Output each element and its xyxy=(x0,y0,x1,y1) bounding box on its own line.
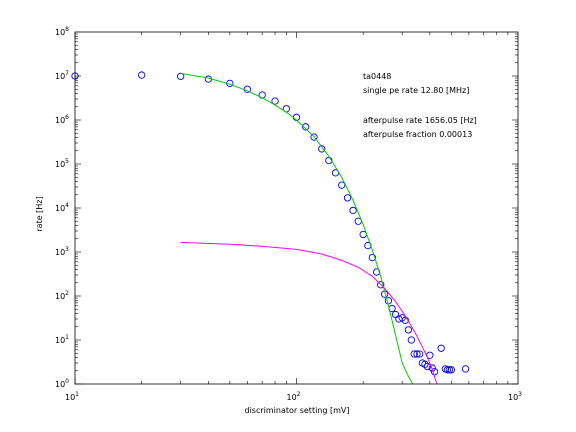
data-point xyxy=(413,350,421,358)
x-tick-label: 102 xyxy=(286,391,300,402)
y-tick-label: 103 xyxy=(55,246,69,257)
single-pe-fit-curve xyxy=(180,72,414,384)
data-point xyxy=(443,366,452,374)
data-point xyxy=(430,368,439,376)
y-tick-label: 104 xyxy=(55,202,69,213)
data-point xyxy=(318,145,326,153)
data-point xyxy=(404,326,413,334)
data-point xyxy=(349,206,357,215)
annotation-afterpulse-rate: afterpulse rate 1656.05 [Hz] xyxy=(363,116,477,125)
x-tick-label: 101 xyxy=(65,391,79,402)
data-point xyxy=(461,365,470,373)
data-point xyxy=(343,194,352,202)
y-axis-label: rate [Hz] xyxy=(35,196,44,231)
plot-area xyxy=(71,71,470,384)
data-point xyxy=(447,366,455,374)
data-point xyxy=(401,316,409,324)
annotation-afterpulse-fraction: afterpulse fraction 0.00013 xyxy=(363,130,472,139)
afterpulse-fit-curve xyxy=(180,241,438,384)
data-point xyxy=(177,72,185,81)
data-point xyxy=(368,253,376,262)
data-point xyxy=(302,123,310,131)
data-point xyxy=(325,156,333,165)
data-point xyxy=(310,133,318,141)
data-point xyxy=(377,281,385,289)
data-point xyxy=(421,360,429,368)
data-point xyxy=(416,350,424,358)
axis-labels: discriminator setting [mV] rate [Hz] xyxy=(35,196,350,415)
data-point xyxy=(410,350,418,358)
data-point xyxy=(407,336,416,344)
data-point xyxy=(445,366,454,374)
y-tick-label: 107 xyxy=(55,70,69,81)
annotations: ta0448 single pe rate 12.80 [MHz] afterp… xyxy=(363,72,477,139)
x-tick-label: 103 xyxy=(508,391,522,402)
x-axis-label: discriminator setting [mV] xyxy=(244,406,349,415)
data-point xyxy=(138,71,146,79)
y-tick-label: 106 xyxy=(55,114,69,125)
annotation-tube-id: ta0448 xyxy=(363,72,391,81)
y-tick-label: 105 xyxy=(55,158,69,169)
data-point xyxy=(271,97,279,105)
axes: 101 102 103 100 101 102 103 104 105 106 107 108 xyxy=(55,26,522,402)
y-tick-label: 101 xyxy=(55,334,69,345)
data-point xyxy=(423,362,432,371)
annotation-single-pe-rate: single pe rate 12.80 [MHz] xyxy=(363,86,469,95)
y-tick-label: 102 xyxy=(55,290,69,301)
data-point xyxy=(428,364,436,372)
y-tick-label: 100 xyxy=(55,378,69,389)
y-tick-label: 108 xyxy=(55,26,69,37)
data-point xyxy=(338,181,346,189)
data-point xyxy=(437,344,445,352)
